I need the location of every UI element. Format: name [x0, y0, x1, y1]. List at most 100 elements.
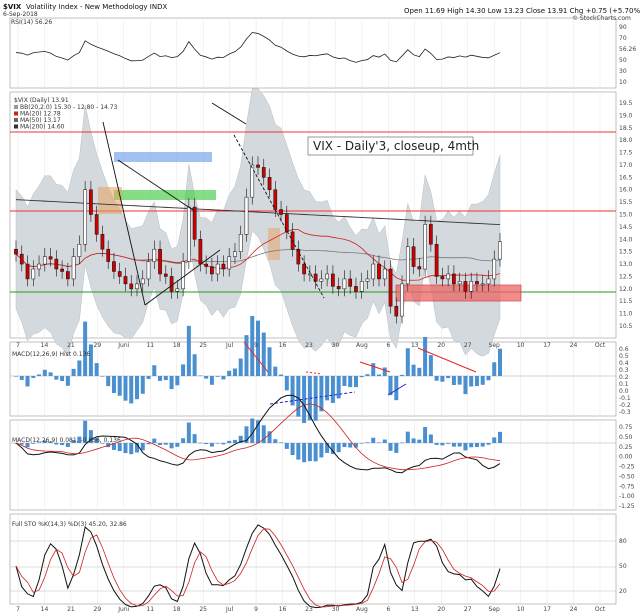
y-tick: 0.1 [619, 381, 629, 388]
candle-body [452, 273, 456, 285]
candle-body [371, 263, 376, 280]
macd-bar [353, 443, 358, 448]
macd-hist-bar [175, 376, 180, 386]
macd-bar [498, 431, 502, 443]
macd-bar [388, 443, 393, 451]
macd-bars [14, 418, 502, 463]
candle-body [60, 268, 64, 272]
macd-bar [480, 443, 485, 447]
x-label: Aug [356, 342, 368, 349]
candle-body [158, 248, 162, 275]
macd-bar [330, 443, 335, 455]
macd-bar [474, 443, 479, 448]
macd-hist-bar [348, 376, 353, 388]
candle-body [359, 281, 364, 292]
y-tick: 12.0 [619, 286, 633, 293]
macd-bar [19, 443, 24, 445]
macd-hist-bar [123, 376, 128, 401]
macd-bar [60, 443, 65, 446]
macd-hist-bar [353, 376, 358, 388]
y-tick: -0.3 [619, 409, 631, 416]
macd-hist-bar [405, 348, 410, 376]
macd-bar [65, 443, 70, 448]
x-label: 29 [94, 342, 102, 349]
x-label: 25 [199, 342, 207, 349]
macd-hist-bar [238, 358, 243, 376]
y-axis-ticks: 90 70 56.26 50 30 10 19.5 19.0 18.5 18.0 17.5 17.0 1… [619, 24, 636, 595]
macd-bar [117, 443, 122, 452]
macd-bar [463, 443, 468, 451]
macd-hist-bar [192, 354, 197, 376]
candle-body [377, 263, 381, 280]
x-label: Jul [225, 342, 234, 349]
y-tick: 0.6 [619, 346, 629, 353]
candle-body [129, 283, 134, 290]
y-tick: 0.2 [619, 374, 629, 381]
x-label: 30 [332, 342, 340, 349]
macd-hist-bar [336, 376, 341, 399]
y-tick: 15.5 [619, 199, 633, 206]
macd-hist-panel: MACD(12,26,9) Hist 0.136 [10, 316, 616, 424]
candle-body [140, 278, 145, 285]
trendline-5 [233, 134, 325, 299]
macd-hist-label: MACD(12,26,9) Hist 0.136 [12, 351, 90, 358]
candle-body [123, 276, 128, 285]
x-label: 23 [305, 606, 313, 613]
y-tick: 10.5 [619, 323, 633, 330]
legend-entry: MA(50) 13.17 [20, 117, 61, 124]
candle-body [152, 248, 157, 262]
macd-bar [111, 443, 116, 450]
macd-bar [256, 420, 260, 443]
x-label: 18 [173, 606, 181, 613]
macd-bar [336, 443, 341, 453]
y-tick: -0.25 [619, 464, 635, 471]
candle-body [42, 256, 47, 265]
macd-hist-bar [100, 376, 105, 377]
macd-bar [71, 440, 76, 443]
macd-bar [400, 442, 405, 444]
macd-bar [42, 440, 47, 443]
macd-hist-bar [400, 374, 405, 376]
legend-swatch [14, 105, 18, 109]
candle-body [486, 278, 491, 285]
x-label: 9 [254, 606, 258, 613]
macd-hist-bar [359, 376, 364, 378]
y-tick: -1.25 [619, 503, 635, 510]
macd-hist-bar [48, 372, 53, 376]
ma200-line [15, 199, 501, 226]
y-tick: 0.75 [619, 424, 633, 431]
candle-body [382, 268, 387, 280]
macd-bar [83, 420, 88, 443]
macd-bar [302, 443, 307, 463]
macd-bar [192, 434, 197, 443]
legend-swatch [14, 124, 18, 129]
ma20-line [15, 229, 501, 281]
x-label: Jul [225, 606, 234, 613]
candlesticks [14, 156, 502, 324]
y-tick: 14.0 [619, 236, 633, 243]
x-label: 20 [437, 606, 445, 613]
macd-bar [348, 443, 353, 448]
candle-body [83, 189, 87, 245]
panel-frame [9, 419, 617, 511]
macd-bar [319, 443, 324, 458]
macd-hist-bar [25, 376, 30, 387]
x-label: Juni [117, 342, 129, 349]
highlight-zone-orange-2 [268, 228, 280, 260]
x-label: 16 [279, 606, 287, 613]
ticker-name: Volatility Index - New Methodology INDX [26, 3, 167, 11]
macd-hist-bar [273, 366, 278, 376]
macd-bar [469, 443, 474, 448]
y-tick: 14.5 [619, 224, 633, 231]
macd-hist-bar [296, 376, 301, 417]
macd-bar [198, 442, 203, 444]
candle-body [336, 286, 341, 290]
x-label: 27 [464, 606, 472, 613]
x-label: 6 [386, 606, 390, 613]
x-label: 20 [437, 342, 445, 349]
candle-body [37, 263, 41, 270]
legend-swatch [14, 118, 18, 122]
macd-hist-bar [486, 376, 491, 381]
macd-bar [221, 443, 226, 445]
